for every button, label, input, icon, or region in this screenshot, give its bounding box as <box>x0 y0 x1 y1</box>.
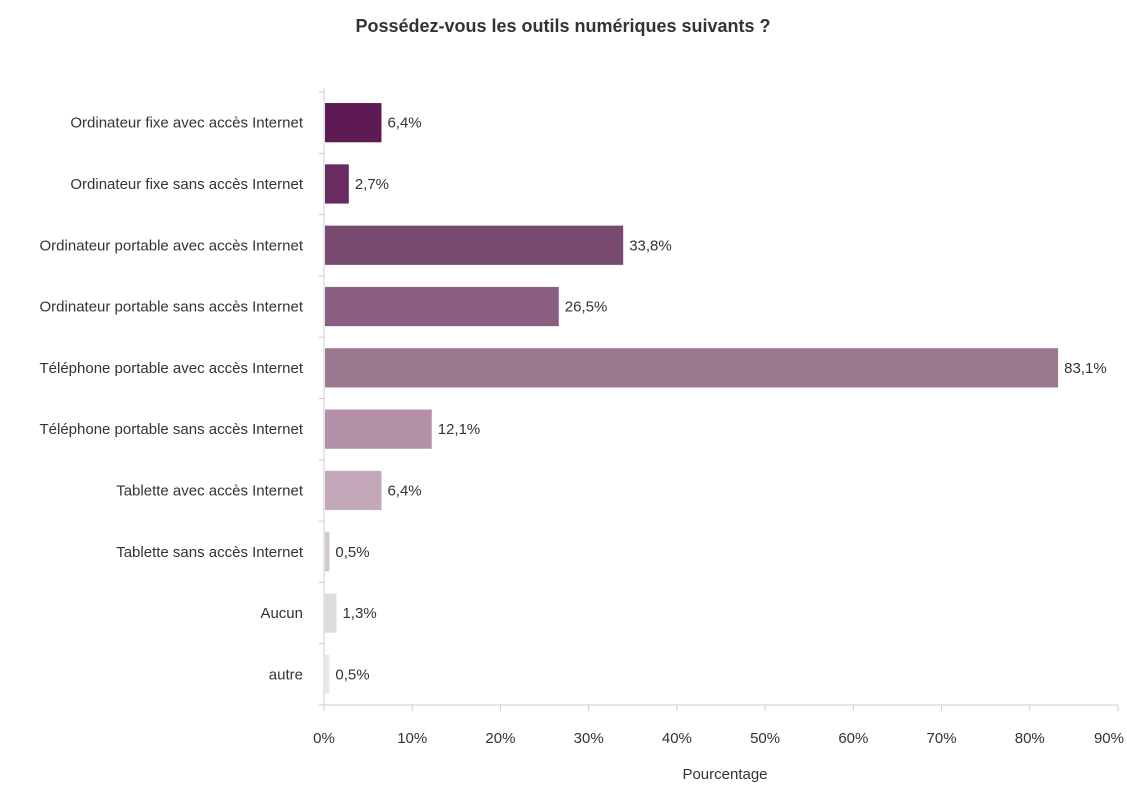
value-labels: 6,4% 2,7% 33,8% 26,5% 83,1% 12,1% 6,4% 0,5% 1,3%… <box>335 115 1106 684</box>
value-label: 6,4% <box>387 115 421 132</box>
category-label: Tablette avec accès Internet <box>116 482 304 499</box>
x-tick-label: 50% <box>750 730 780 747</box>
x-axis-title: Pourcentage <box>682 766 767 783</box>
x-tick-label: 60% <box>838 730 868 747</box>
category-label: Ordinateur portable sans accès Internet <box>40 299 304 316</box>
value-label: 26,5% <box>565 299 608 316</box>
bar <box>325 654 330 694</box>
category-label: Ordinateur fixe avec accès Internet <box>70 115 303 132</box>
value-label: 83,1% <box>1064 360 1107 377</box>
value-label: 1,3% <box>342 605 376 622</box>
value-label: 33,8% <box>629 237 672 254</box>
category-labels: Ordinateur fixe avec accès Internet Ordin… <box>39 115 303 684</box>
value-label: 0,5% <box>335 666 369 683</box>
value-label: 6,4% <box>387 482 421 499</box>
x-tick-label: 80% <box>1015 730 1045 747</box>
category-label: Ordinateur portable avec accès Internet <box>40 237 304 254</box>
value-label: 0,5% <box>335 544 369 561</box>
bar <box>325 470 382 511</box>
value-label: 2,7% <box>355 176 389 193</box>
x-tick-label: 40% <box>662 730 692 747</box>
x-tick-label: 90% <box>1094 730 1124 747</box>
category-label: Tablette sans accès Internet <box>116 544 304 561</box>
category-label: Téléphone portable avec accès Internet <box>39 360 303 377</box>
bar <box>325 286 559 327</box>
x-tick-label: 70% <box>927 730 957 747</box>
y-axis-ticks <box>319 91 324 706</box>
x-tick-label: 10% <box>397 730 427 747</box>
bar <box>325 164 349 204</box>
bar <box>325 409 432 449</box>
value-label: 12,1% <box>438 421 481 438</box>
x-tick-label: 0% <box>313 730 335 747</box>
bars <box>325 103 1059 694</box>
x-tick-label: 30% <box>574 730 604 747</box>
bar <box>325 225 624 265</box>
bar <box>325 348 1059 388</box>
bar <box>325 532 330 572</box>
chart-title: Possédez-vous les outils numériques suiv… <box>355 16 770 36</box>
x-tick-label: 20% <box>485 730 515 747</box>
category-label: Ordinateur fixe sans accès Internet <box>70 176 303 193</box>
x-axis-ticks: 0% 10% 20% 30% 40% 50% 60% 70% 80% 90% <box>313 705 1124 747</box>
bar <box>325 103 382 143</box>
bar <box>325 593 337 633</box>
category-label: Téléphone portable sans accès Internet <box>39 421 303 438</box>
category-label: autre <box>269 666 303 683</box>
category-label: Aucun <box>260 605 303 622</box>
